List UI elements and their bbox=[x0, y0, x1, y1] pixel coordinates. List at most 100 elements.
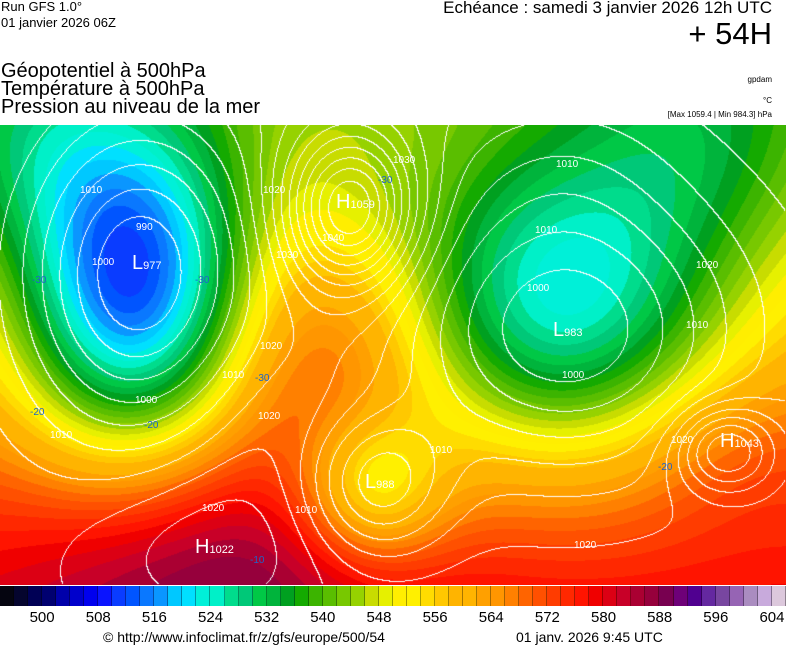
low-center-label: L988 bbox=[365, 471, 395, 493]
temperature-label: -30 bbox=[32, 275, 47, 286]
isobar-label: 1010 bbox=[556, 159, 579, 170]
color-swatch bbox=[56, 586, 71, 606]
color-swatch bbox=[238, 586, 253, 606]
color-swatch bbox=[196, 586, 211, 606]
color-swatch bbox=[519, 586, 534, 606]
isobar-label: 1000 bbox=[92, 257, 115, 268]
isobar-label: 1020 bbox=[258, 411, 281, 422]
isobar-label: 1020 bbox=[202, 503, 225, 514]
unit-geopotential: gpdam bbox=[747, 75, 772, 84]
color-swatch bbox=[308, 586, 323, 606]
temperature-label: -20 bbox=[144, 420, 159, 431]
isobar-label: 1010 bbox=[80, 185, 103, 196]
temperature-label: -30 bbox=[378, 175, 393, 186]
isobar-label: 1000 bbox=[135, 395, 158, 406]
forecast-lead-time: + 54H bbox=[688, 16, 772, 51]
scale-tick-label: 580 bbox=[591, 609, 617, 626]
color-swatch bbox=[701, 586, 716, 606]
color-swatch bbox=[420, 586, 435, 606]
low-center-label: L977 bbox=[132, 252, 162, 274]
scale-tick-label: 564 bbox=[478, 609, 504, 626]
isobar-label: 1040 bbox=[322, 233, 345, 244]
unit-temperature: °C bbox=[763, 96, 772, 105]
color-scale bbox=[0, 586, 786, 606]
color-swatch bbox=[322, 586, 337, 606]
color-swatch bbox=[0, 586, 15, 606]
isobar-label: 1030 bbox=[393, 155, 416, 166]
isobar-label: 1000 bbox=[562, 370, 585, 381]
color-swatch bbox=[126, 586, 141, 606]
color-swatch bbox=[224, 586, 239, 606]
isobar-label: 1010 bbox=[535, 225, 558, 236]
isobar-label: 1010 bbox=[295, 505, 318, 516]
copyright-link[interactable]: © http://www.infoclimat.fr/z/gfs/europe/… bbox=[103, 629, 385, 645]
scale-tick-label: 588 bbox=[647, 609, 673, 626]
high-center-label: H1022 bbox=[195, 536, 234, 558]
scale-tick-label: 556 bbox=[422, 609, 448, 626]
color-swatch bbox=[575, 586, 590, 606]
isobar-label: 1020 bbox=[260, 341, 283, 352]
color-swatch bbox=[98, 586, 113, 606]
scale-tick-label: 540 bbox=[310, 609, 336, 626]
temperature-label: -10 bbox=[250, 555, 265, 566]
color-swatch bbox=[84, 586, 99, 606]
run-model: Run GFS 1.0° bbox=[1, 0, 83, 14]
color-swatch bbox=[589, 586, 604, 606]
param-pressure: Pression au niveau de la mer bbox=[1, 96, 261, 118]
geopotential-field bbox=[0, 125, 786, 585]
parameter-list: Géopotentiel à 500hPa Température à 500h… bbox=[1, 60, 261, 118]
param-temperature: Température à 500hPa bbox=[1, 78, 205, 100]
isobar-label: 1030 bbox=[276, 250, 299, 261]
forecast-valid-time: Echéance : samedi 3 janvier 2026 12h UTC bbox=[443, 0, 772, 17]
color-swatch bbox=[687, 586, 702, 606]
isobar-label: 1000 bbox=[527, 283, 550, 294]
scale-tick-label: 548 bbox=[366, 609, 392, 626]
color-swatch bbox=[168, 586, 183, 606]
scale-tick-label: 596 bbox=[703, 609, 729, 626]
generation-time: 01 janv. 2026 9:45 UTC bbox=[516, 629, 663, 645]
color-swatch bbox=[378, 586, 393, 606]
scale-tick-label: 516 bbox=[141, 609, 167, 626]
weather-map: L977 H1059 L983 L988 H1022 H1043 1010 10… bbox=[0, 125, 786, 585]
color-swatch bbox=[182, 586, 197, 606]
color-swatch bbox=[477, 586, 492, 606]
color-swatch bbox=[645, 586, 660, 606]
color-swatch bbox=[659, 586, 674, 606]
scale-tick-label: 572 bbox=[534, 609, 560, 626]
color-swatch bbox=[294, 586, 309, 606]
color-swatch bbox=[364, 586, 379, 606]
color-swatch bbox=[42, 586, 57, 606]
color-swatch bbox=[491, 586, 506, 606]
color-swatch bbox=[547, 586, 562, 606]
unit-pressure-range: [Max 1059.4 | Min 984.3] hPa bbox=[667, 110, 772, 119]
high-center-label: H1043 bbox=[720, 430, 759, 452]
color-swatch bbox=[561, 586, 576, 606]
color-swatch bbox=[434, 586, 449, 606]
color-swatch bbox=[743, 586, 758, 606]
run-date: 01 janvier 2026 06Z bbox=[1, 15, 116, 30]
color-scale-ticks: 500 508 516 524 532 540 548 556 564 572 580 588 596 6… bbox=[0, 609, 786, 627]
isobar-label: 1020 bbox=[671, 435, 694, 446]
scale-tick-label: 532 bbox=[254, 609, 280, 626]
scale-tick-label: 508 bbox=[85, 609, 111, 626]
color-swatch bbox=[533, 586, 548, 606]
color-swatch bbox=[406, 586, 421, 606]
color-swatch bbox=[463, 586, 478, 606]
color-swatch bbox=[14, 586, 29, 606]
color-swatch bbox=[673, 586, 688, 606]
isobar-label: 1010 bbox=[50, 430, 73, 441]
color-swatch bbox=[154, 586, 169, 606]
color-swatch bbox=[757, 586, 772, 606]
color-swatch bbox=[112, 586, 127, 606]
isobar-label: 1010 bbox=[222, 370, 245, 381]
color-swatch bbox=[603, 586, 618, 606]
color-swatch bbox=[280, 586, 295, 606]
run-info: Run GFS 1.0° 01 janvier 2026 06Z bbox=[1, 0, 116, 31]
color-swatch bbox=[505, 586, 520, 606]
isobar-label: 1010 bbox=[430, 445, 453, 456]
color-swatch bbox=[28, 586, 43, 606]
temperature-label: -30 bbox=[195, 275, 210, 286]
high-center-label: H1059 bbox=[336, 191, 375, 213]
param-geopotential: Géopotentiel à 500hPa bbox=[1, 60, 206, 82]
isobar-label: 1020 bbox=[696, 260, 719, 271]
